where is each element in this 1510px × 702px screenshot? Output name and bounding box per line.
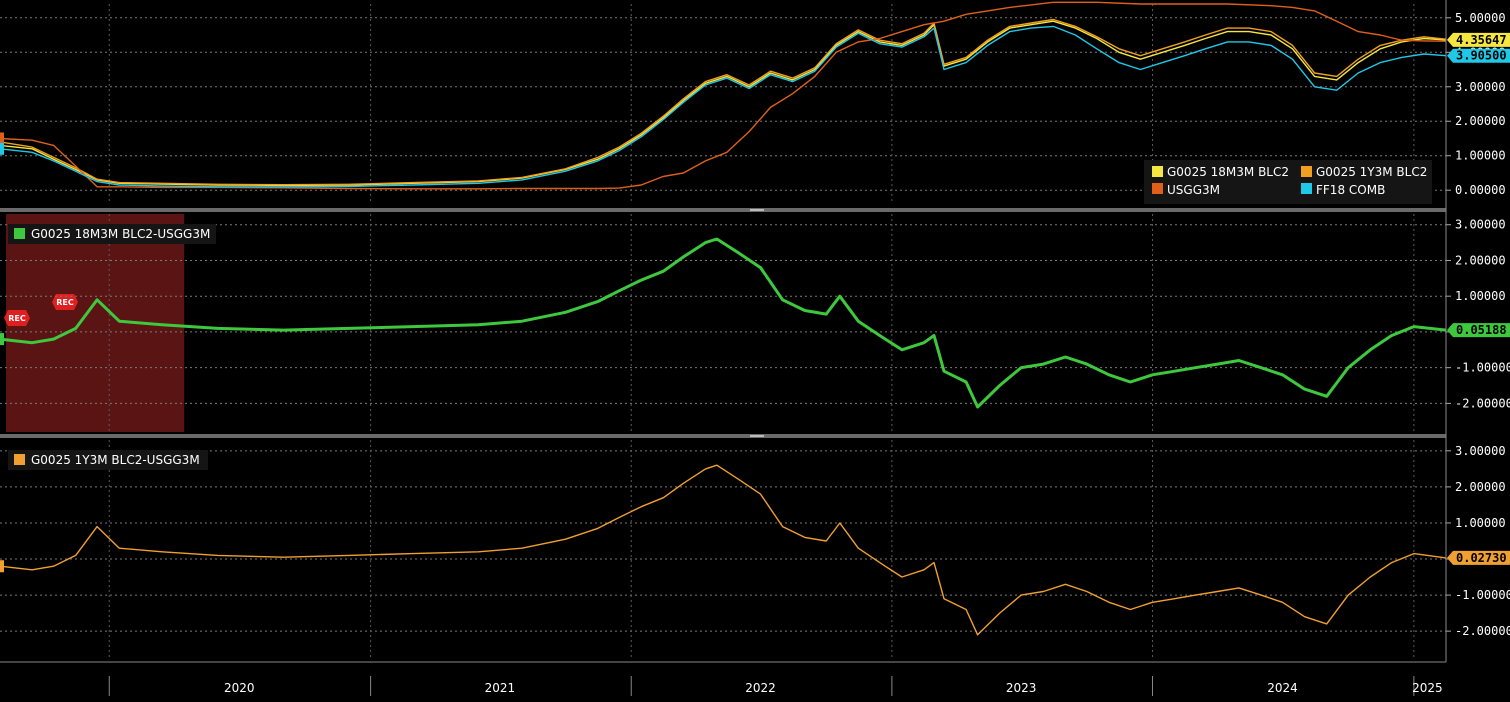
legend-swatch-spread-1y3m — [14, 454, 25, 465]
panel-separator-top[interactable] — [0, 208, 1446, 212]
left-marker-g0025-18m3m-blc2-usgg3m — [0, 333, 4, 346]
x-tick-label: 2025 — [1412, 681, 1443, 695]
legend-label-spread-18m3m: G0025 18M3M BLC2-USGG3M — [31, 227, 210, 241]
last-value-label: 4.35647 — [1456, 33, 1507, 47]
last-value-badge — [1447, 32, 1510, 47]
top-legend: G0025 18M3M BLC2 G0025 1Y3M BLC2 USGG3M … — [1144, 160, 1432, 204]
legend-label-g0025-1y3m: G0025 1Y3M BLC2 — [1316, 165, 1427, 179]
legend-label-g0025-18m3m: G0025 18M3M BLC2 — [1167, 165, 1289, 179]
series-line-g0025-1y3m-blc2-usgg3m — [0, 464, 1447, 636]
middle-panel: REC REC 3.00000 2.00000 1.00000 -1.00000 -2.00… — [0, 214, 1510, 432]
x-tick-label: 2023 — [1006, 681, 1037, 695]
legend-label-usgg3m: USGG3M — [1167, 183, 1220, 197]
bottom-panel: 3.00000 2.00000 1.00000 -1.00000 -2.00000 0.0… — [0, 440, 1510, 660]
y-tick-label: 1.00000 — [1455, 149, 1506, 163]
middle-legend: G0025 18M3M BLC2-USGG3M — [8, 224, 216, 244]
y-tick-label: 5.00000 — [1455, 11, 1506, 25]
last-value-label: 3.90500 — [1456, 49, 1507, 63]
legend-swatch-ff18 — [1301, 183, 1312, 194]
legend-label-ff18: FF18 COMB — [1316, 183, 1385, 197]
y-tick-label: 2.00000 — [1455, 480, 1506, 494]
x-axis: 2020 2021 2022 2023 2024 2025 — [108, 676, 1443, 696]
recession-marker[interactable] — [4, 310, 30, 326]
last-value-badge — [1447, 323, 1510, 338]
y-tick-label: 3.00000 — [1455, 218, 1506, 232]
legend-swatch-g0025-18m3m — [1152, 166, 1163, 177]
left-marker-ff18-comb — [0, 142, 4, 155]
bottom-legend: G0025 1Y3M BLC2-USGG3M — [8, 450, 208, 470]
last-value-label: 0.02730 — [1456, 551, 1507, 565]
y-tick-label: 3.00000 — [1455, 444, 1506, 458]
panel-separator-bottom[interactable] — [0, 434, 1446, 438]
y-tick-label: -2.00000 — [1455, 624, 1510, 638]
last-value-badge — [1447, 48, 1510, 63]
recession-marker-label: REC — [56, 298, 74, 307]
recession-marker-label: REC — [8, 314, 26, 323]
legend-swatch-g0025-1y3m — [1301, 166, 1312, 177]
y-tick-label: -1.00000 — [1455, 361, 1510, 375]
last-value-badge — [1447, 550, 1510, 565]
y-tick-label: 0.00000 — [1455, 183, 1506, 197]
x-tick-label: 2021 — [485, 681, 516, 695]
y-tick-label: -2.00000 — [1455, 396, 1510, 410]
y-tick-label: 2.00000 — [1455, 114, 1506, 128]
last-value-label: 0.05188 — [1456, 323, 1507, 337]
legend-swatch-spread-18m3m — [14, 228, 25, 239]
x-tick-label: 2024 — [1267, 681, 1298, 695]
top-panel: 5.000004.000003.000002.000001.000000.000… — [0, 1, 1510, 204]
resize-handle-top[interactable] — [750, 209, 764, 211]
legend-swatch-usgg3m — [1152, 183, 1163, 194]
series-line-ff18-comb — [0, 25, 1447, 188]
x-tick-label: 2022 — [745, 681, 776, 695]
resize-handle-bottom[interactable] — [750, 435, 764, 437]
x-tick-label: 2020 — [224, 681, 255, 695]
series-line-usgg3m — [0, 1, 1447, 190]
series-line-g0025-1y3m-blc2 — [0, 18, 1447, 186]
legend-label-spread-1y3m: G0025 1Y3M BLC2-USGG3M — [31, 453, 200, 467]
left-marker-g0025-1y3m-blc2-usgg3m — [0, 560, 4, 573]
left-marker-usgg3m — [0, 132, 4, 145]
y-tick-label: 1.00000 — [1455, 289, 1506, 303]
recession-marker[interactable] — [52, 294, 78, 310]
y-tick-label: -1.00000 — [1455, 588, 1510, 602]
y-tick-label: 1.00000 — [1455, 516, 1506, 530]
series-line-g0025-18m3m-blc2-usgg3m — [0, 237, 1447, 409]
y-tick-label: 3.00000 — [1455, 80, 1506, 94]
y-tick-label: 2.00000 — [1455, 253, 1506, 267]
